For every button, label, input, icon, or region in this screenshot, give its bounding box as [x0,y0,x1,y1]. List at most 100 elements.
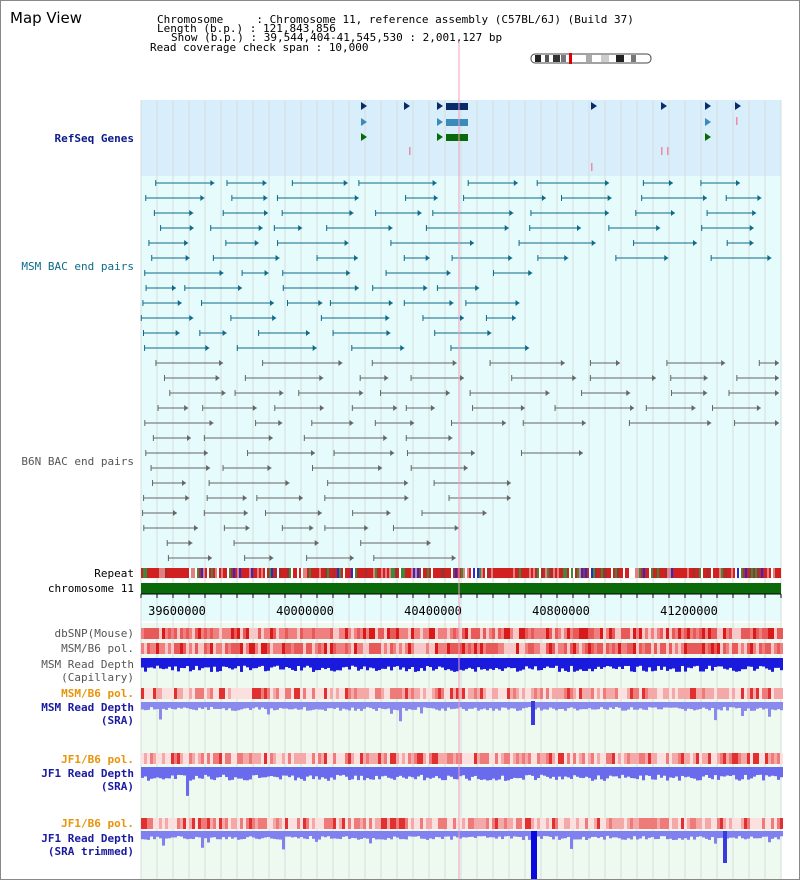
msm-pol-cell [708,643,711,654]
jf1-pol2-cell [690,818,693,829]
jf1-trim-depth-bar [669,831,672,839]
jf1-pol-cell [720,753,723,764]
gene-tick [661,147,663,155]
jf1-pol2-cell [159,818,162,829]
repeat-segment [155,568,157,578]
track-label-msm-b6-pol-2: MSM/B6 pol. [61,687,134,700]
jf1-trim-depth-bar [594,831,597,837]
msm-pol2-cell [678,688,681,699]
msm-cap-depth-bar [324,658,327,670]
refseq-genes-track[interactable] [361,102,741,171]
dbsnp-cell [387,628,390,639]
track-label-b6n-bac[interactable]: B6N BAC end pairs [21,455,134,468]
msm-pol-cell [303,643,306,654]
msm-pol2-cell [732,688,735,699]
repeat-segment [777,568,779,578]
msm-sra-depth-bar [678,702,681,709]
jf1-pol-cell [225,753,228,764]
msm-cap-depth-bar [267,658,270,671]
jf1-trim-depth-bar [579,831,582,840]
dbsnp-cell [477,628,480,639]
msm-pol-cell [408,643,411,654]
jf1-pol2-cell [378,818,381,829]
jf1-pol2-cell [531,818,534,829]
msm-sra-depth-bar [651,702,654,708]
msm-pol2-cell [168,688,171,699]
jf1-pol2-cell [270,818,273,829]
msm-cap-depth-bar [597,658,600,667]
msm-sra-depth-bar [297,702,300,710]
msm-sra-depth-bar [498,702,501,711]
jf1-pol2-cell [351,818,354,829]
msm-pol-cell [348,643,351,654]
jf1-pol-cell [624,753,627,764]
dbsnp-cell [684,628,687,639]
repeat-segment [749,568,751,578]
bac-end-marker [605,180,610,186]
msm-sra-depth-bar [195,702,198,711]
dbsnp-cell [543,628,546,639]
jf1-sra-depth-bar [534,767,537,781]
jf1-trim-depth-bar [489,831,492,838]
jf1-sra-depth-bar [597,767,600,776]
dbsnp-cell [342,628,345,639]
msm-pol-cell [306,643,309,654]
jf1-sra-depth-bar [390,767,393,779]
jf1-pol2-cell [153,818,156,829]
msm-bac-track[interactable] [140,180,772,351]
track-label-refseq[interactable]: RefSeq Genes [54,132,134,145]
jf1-sra-depth-bar [660,767,663,778]
bac-end-marker [210,180,215,186]
jf1-sra-depth-bar [681,767,684,776]
msm-sra-depth-bar [231,702,234,711]
msm-cap-depth-bar [486,658,489,671]
jf1-trim-depth-bar [543,831,546,837]
msm-cap-depth-bar [681,658,684,666]
jf1-trim-depth-bar [219,831,222,840]
jf1-trim-depth-bar [180,831,183,837]
msm-pol2-cell [216,688,219,699]
dbsnp-cell [726,628,729,639]
msm-cap-depth-bar [528,658,531,669]
jf1-trim-depth-bar [510,831,513,839]
jf1-pol2-cell [237,818,240,829]
gene-marker [361,133,367,141]
msm-pol2-cell [483,688,486,699]
chromosome-ideogram[interactable] [530,53,652,64]
jf1-sra-depth-bar [141,767,144,778]
msm-pol2-cell [171,688,174,699]
msm-sra-depth-bar [417,702,420,708]
msm-sra-depth-bar [351,702,354,708]
dbsnp-cell [225,628,228,639]
msm-cap-depth-bar [225,658,228,667]
jf1-trim-depth-bar [471,831,474,837]
jf1-pol-cell [246,753,249,764]
msm-sra-depth-bar [174,702,177,710]
jf1-pol-cell [510,753,513,764]
jf1-pol2-cell [711,818,714,829]
msm-sra-depth-bar [735,702,738,709]
msm-cap-depth-bar [633,658,636,672]
jf1-pol-cell [387,753,390,764]
msm-pol2-cell [759,688,762,699]
b6n-bac-track[interactable] [142,360,779,561]
msm-pol2-cell [360,688,363,699]
repeat-segment [703,568,705,578]
jf1-sra-depth-bar [522,767,525,780]
msm-pol-cell [582,643,585,654]
jf1-trim-depth-bar [570,831,573,849]
msm-pol2-cell [552,688,555,699]
repeat-segment [251,568,253,578]
msm-pol2-cell [528,688,531,699]
dbsnp-cell [471,628,474,639]
jf1-sra-depth-bar [732,767,735,776]
msm-pol-cell [261,643,264,654]
msm-cap-depth-bar [705,658,708,669]
msm-cap-depth-bar [309,658,312,668]
dbsnp-cell [573,628,576,639]
track-label-msm-bac[interactable]: MSM BAC end pairs [21,260,134,273]
msm-cap-depth-bar [258,658,261,667]
msm-sra-depth-bar [504,702,507,708]
msm-sra-depth-bar [747,702,750,709]
